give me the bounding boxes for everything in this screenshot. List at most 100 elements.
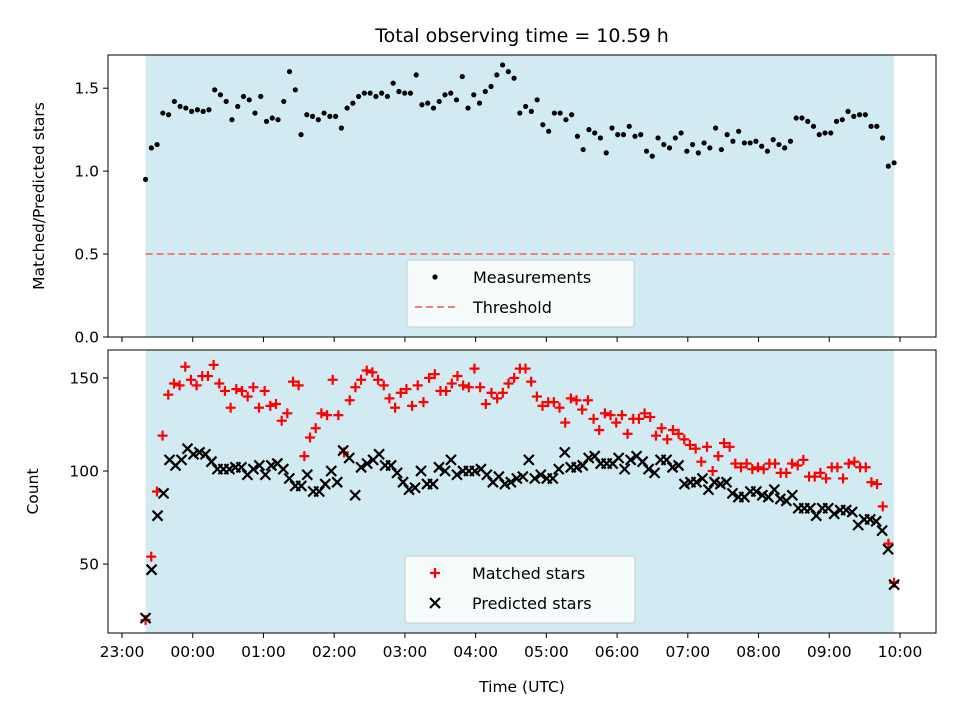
- matched-star-point: [713, 451, 724, 462]
- predicted-star-point: [546, 472, 559, 485]
- predicted-star-point: [259, 468, 272, 481]
- matched-star-point: [424, 372, 435, 383]
- measurement-point: [862, 112, 868, 118]
- measurement-point: [511, 75, 517, 81]
- matched-star-point: [174, 380, 185, 391]
- matched-star-point: [418, 397, 429, 408]
- matched-star-point: [696, 456, 707, 467]
- matched-star-point: [146, 551, 157, 562]
- predicted-star-point: [517, 470, 529, 483]
- matched-star-point: [537, 400, 548, 411]
- ratio-y-axis-label: Matched/Predicted stars: [30, 102, 48, 290]
- measurement-point: [759, 143, 765, 149]
- measurement-point: [442, 92, 448, 98]
- count-x-ticks: 23:00 00:00 01:00 02:00 03:00 04:00 05:00 06:00…: [100, 633, 922, 661]
- measurement-point: [246, 97, 252, 103]
- predicted-star-point: [888, 578, 900, 591]
- matched-star-point: [531, 391, 542, 402]
- predicted-star-point: [175, 454, 188, 466]
- predicted-star-point: [361, 457, 373, 470]
- matched-stars-points: [140, 359, 900, 625]
- measurement-point: [166, 112, 172, 118]
- predicted-star-point: [151, 509, 164, 522]
- ratio-y-ticks: 0.0 0.5 1.0 1.5: [74, 80, 108, 347]
- matched-star-point: [446, 378, 457, 389]
- measurement-point: [563, 117, 569, 123]
- measurement-point: [505, 68, 511, 75]
- matched-star-point: [656, 423, 667, 434]
- matched-star-point: [486, 387, 497, 398]
- predicted-star-point: [247, 463, 260, 475]
- x-tick-label: 04:00: [453, 643, 498, 661]
- measurement-point: [430, 105, 437, 111]
- predicted-star-point: [696, 472, 709, 485]
- x-tick-label: 06:00: [595, 643, 640, 661]
- measurement-point: [465, 105, 471, 111]
- count-legend: Matched stars Predicted stars: [404, 555, 636, 624]
- matched-star-point: [231, 384, 242, 395]
- measurement-point: [528, 108, 534, 114]
- x-tick-label: 03:00: [383, 643, 428, 661]
- measurement-point: [494, 72, 500, 78]
- matched-star-point: [650, 430, 661, 441]
- measurement-point: [701, 140, 707, 146]
- predicted-star-point: [325, 465, 337, 477]
- measurement-point: [764, 148, 771, 154]
- matched-star-point: [611, 417, 622, 428]
- measurement-point: [229, 117, 235, 123]
- matched-star-point: [248, 382, 259, 393]
- x-tick-label: 08:00: [736, 643, 781, 661]
- matched-star-point: [526, 376, 537, 387]
- predicted-star-point: [720, 476, 733, 488]
- predicted-star-point: [355, 461, 367, 474]
- measurement-point: [805, 118, 811, 124]
- measurement-point: [327, 113, 333, 119]
- measurement-point: [684, 148, 690, 154]
- matched-star-point: [401, 384, 412, 395]
- measurement-point: [586, 127, 592, 133]
- measurement-point: [148, 145, 154, 151]
- legend-matched-marker: [430, 568, 440, 578]
- predicted-star-point: [427, 478, 439, 490]
- measurement-point: [517, 110, 523, 116]
- matched-star-point: [480, 398, 491, 409]
- predicted-star-point: [618, 463, 631, 475]
- measurement-point: [782, 145, 788, 151]
- predicted-star-point: [295, 480, 308, 492]
- measurement-point: [361, 90, 367, 96]
- measurement-point: [816, 132, 822, 138]
- measurement-point: [828, 130, 834, 136]
- count-panel: 50 100 150 23:00 00:00 01:00 02:00 03:00 04:00 0…: [24, 349, 937, 696]
- matched-star-point: [390, 402, 401, 413]
- matched-star-point: [259, 385, 270, 396]
- matched-star-point: [373, 374, 384, 385]
- measurement-point: [315, 117, 321, 123]
- measurement-point: [597, 135, 604, 141]
- matched-star-point: [412, 380, 423, 391]
- matched-star-point: [815, 467, 826, 478]
- matched-star-point: [271, 398, 282, 409]
- measurement-point: [879, 135, 886, 141]
- legend-matched-label: Matched stars: [472, 564, 585, 583]
- measurement-point: [160, 110, 166, 116]
- y-tick-label: 1.5: [74, 80, 99, 98]
- measurement-point: [574, 133, 581, 139]
- predicted-star-point: [882, 543, 894, 555]
- legend-plus-marker: [430, 568, 440, 578]
- matched-star-point: [770, 458, 781, 469]
- matched-star-point: [157, 430, 168, 441]
- predicted-star-point: [846, 506, 858, 518]
- measurement-point: [292, 87, 298, 93]
- matched-star-point: [883, 538, 894, 549]
- measurement-point: [235, 103, 241, 110]
- matched-star-point: [407, 400, 418, 411]
- matched-star-point: [605, 410, 616, 421]
- predicted-star-point: [433, 461, 445, 474]
- measurement-point: [309, 113, 316, 119]
- predicted-star-point: [786, 489, 799, 502]
- matched-star-point: [344, 395, 355, 406]
- matched-star-point: [701, 441, 712, 452]
- matched-star-point: [758, 464, 769, 475]
- measurement-point: [258, 93, 264, 100]
- measurement-point: [154, 141, 160, 148]
